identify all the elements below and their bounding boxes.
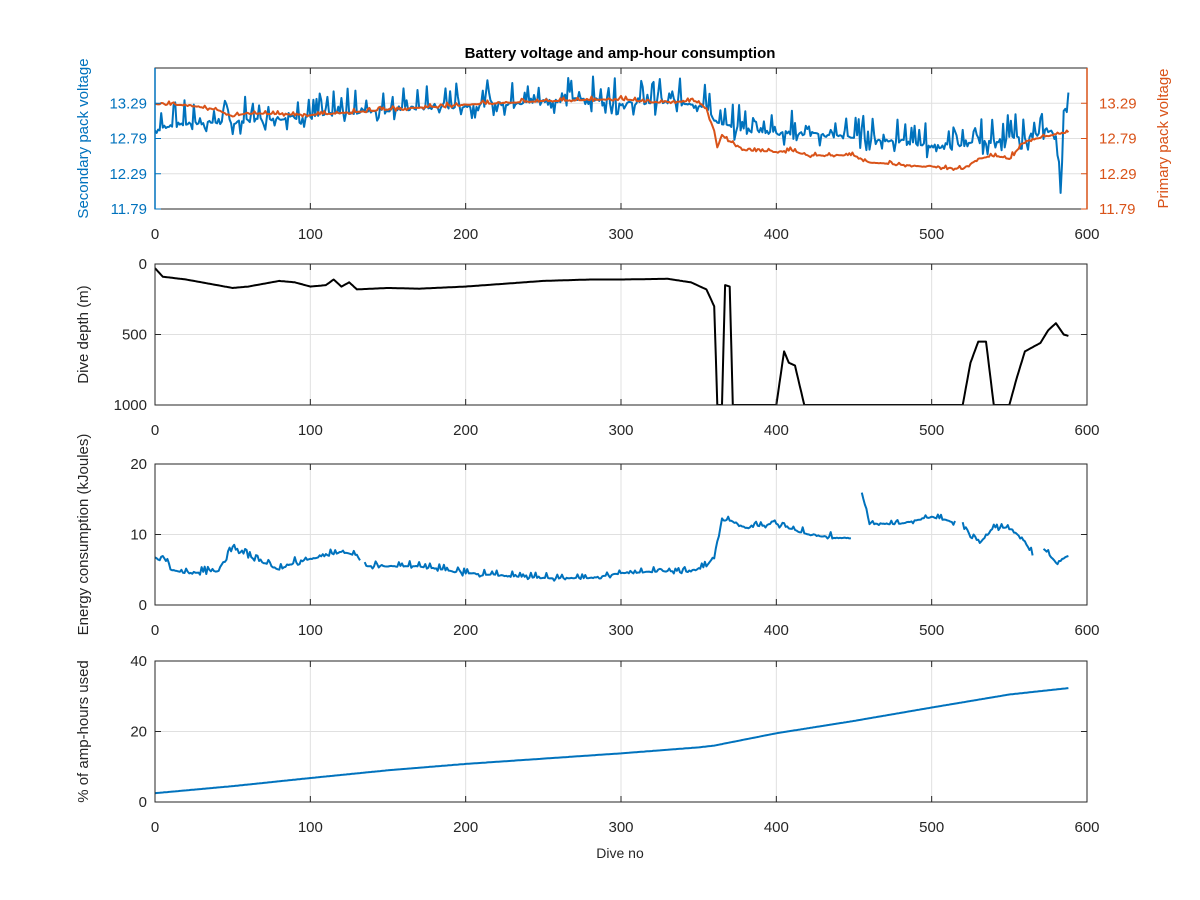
x-tick-label: 300 [608, 622, 633, 639]
x-tick-label: 600 [1074, 622, 1099, 639]
y-axis-label: Secondary pack voltage [75, 58, 92, 218]
series-line-2 [155, 94, 1070, 171]
y-tick-label: 10 [130, 527, 147, 544]
y-tick-label: 1000 [114, 397, 147, 414]
y-tick-label: 12.79 [109, 131, 147, 148]
y-tick-label: 500 [122, 327, 147, 344]
chart-panel-4: 0 100 200 300 400 500 600 0 20 40 % of amp-hours u… [75, 653, 1100, 836]
x-axis-label: Dive no [596, 845, 644, 861]
x-tick-label: 200 [453, 622, 478, 639]
x-tick-label: 300 [608, 819, 633, 836]
x-tick-label: 500 [919, 422, 944, 439]
x-tick-label: 300 [608, 226, 633, 243]
x-tick-label: 0 [151, 226, 159, 243]
x-tick-label: 400 [764, 622, 789, 639]
chart-panel-2: 0 100 200 300 400 500 600 0 500 1000 Dive depth (m… [75, 256, 1100, 439]
x-tick-label: 300 [608, 422, 633, 439]
x-tick-label: 500 [919, 819, 944, 836]
x-tick-label: 600 [1074, 226, 1099, 243]
x-tick-label: 200 [453, 422, 478, 439]
x-tick-label: 400 [764, 226, 789, 243]
chart-panels: 0 100 200 300 400 500 60011.7912.2912.7913.291… [75, 58, 1172, 836]
y-tick-label: 20 [130, 456, 147, 473]
x-tick-label: 600 [1074, 819, 1099, 836]
chart-panel-3: 0 100 200 300 400 500 600 0 10 20 Energy consumpti… [75, 434, 1100, 639]
x-tick-label: 100 [298, 226, 323, 243]
y-tick-label: 11.79 [111, 201, 147, 218]
y-tick-label: 40 [130, 653, 147, 670]
y-tick-right-label: 13.29 [1099, 95, 1137, 112]
figure-title: Battery voltage and amp-hour consumption [465, 45, 776, 62]
y-axis-label: % of amp-hours used [75, 660, 92, 803]
x-tick-label: 100 [298, 422, 323, 439]
x-tick-label: 100 [298, 622, 323, 639]
y-axis-label: Energy consumption (kJoules) [75, 434, 92, 636]
x-tick-label: 500 [919, 622, 944, 639]
x-tick-label: 0 [151, 819, 159, 836]
y-tick-label: 13.29 [109, 95, 147, 112]
y-tick-label: 0 [139, 794, 147, 811]
series-line-1 [155, 687, 1069, 795]
x-tick-label: 200 [453, 226, 478, 243]
x-tick-label: 200 [453, 819, 478, 836]
chart-panel-1: 0 100 200 300 400 500 60011.7912.2912.7913.291… [75, 58, 1172, 243]
y-tick-right-label: 12.29 [1099, 166, 1137, 183]
y-axis-right-label: Primary pack voltage [1155, 68, 1172, 208]
x-tick-label: 500 [919, 226, 944, 243]
x-tick-label: 0 [151, 622, 159, 639]
x-tick-label: 400 [764, 422, 789, 439]
y-tick-right-label: 12.79 [1099, 131, 1137, 148]
x-tick-label: 400 [764, 819, 789, 836]
x-tick-label: 100 [298, 819, 323, 836]
y-tick-label: 0 [139, 597, 147, 614]
y-tick-label: 0 [139, 256, 147, 273]
y-tick-label: 12.29 [109, 166, 147, 183]
x-tick-label: 0 [151, 422, 159, 439]
y-axis-label: Dive depth (m) [75, 285, 92, 383]
series-line-1 [155, 267, 1069, 405]
series-line-1 [155, 492, 1069, 582]
y-tick-right-label: 11.79 [1099, 201, 1135, 218]
x-tick-label: 600 [1074, 422, 1099, 439]
y-tick-label: 20 [130, 724, 147, 741]
